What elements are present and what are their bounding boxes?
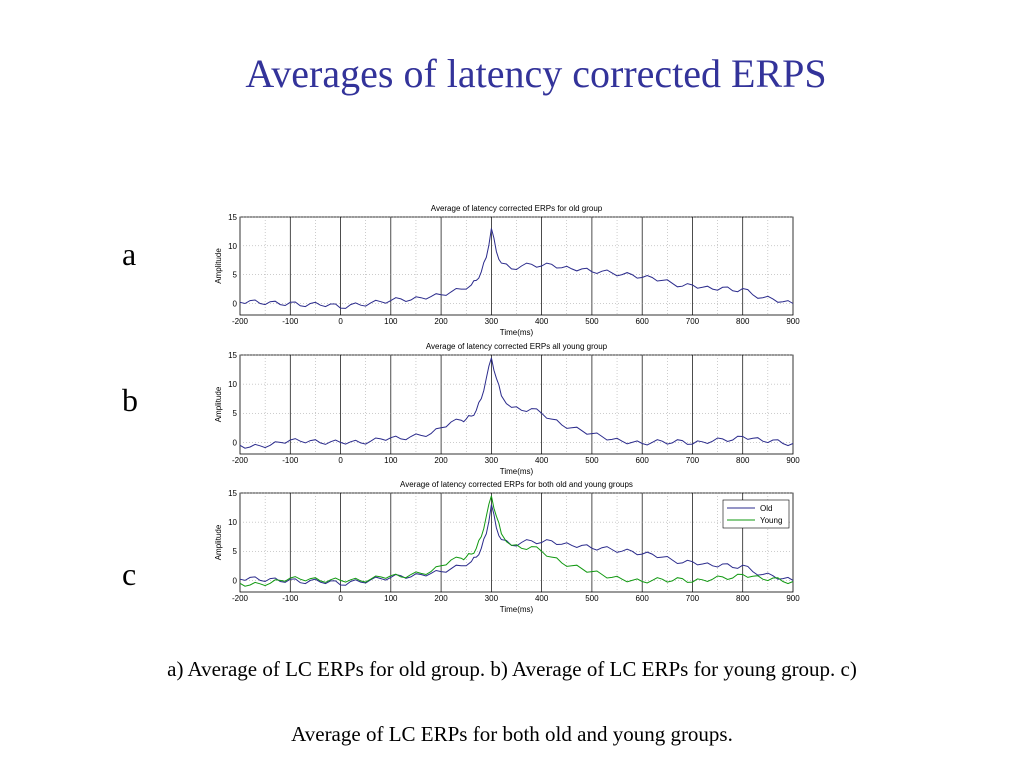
x-tick-label: 900 xyxy=(786,456,800,465)
chart-title-2: Average of latency corrected ERPs for bo… xyxy=(400,480,633,489)
y-tick-label: 5 xyxy=(233,547,238,556)
series-line-old xyxy=(239,504,794,586)
x-tick-label: 400 xyxy=(535,456,549,465)
x-tick-label: 100 xyxy=(384,317,398,326)
x-tick-label: 600 xyxy=(636,594,650,603)
y-tick-label: 0 xyxy=(233,576,238,585)
series-line-trace xyxy=(239,228,794,309)
legend-label-old: Old xyxy=(760,504,772,513)
y-axis-label: Amplitude xyxy=(214,524,223,560)
y-tick-label: 10 xyxy=(228,242,237,251)
series-line-young xyxy=(239,495,794,587)
x-tick-label: 0 xyxy=(338,594,343,603)
x-tick-label: 400 xyxy=(535,317,549,326)
plot-area xyxy=(239,492,794,593)
x-tick-label: 900 xyxy=(786,317,800,326)
x-tick-label: -200 xyxy=(232,594,249,603)
x-tick-label: 500 xyxy=(585,456,599,465)
x-tick-label: 500 xyxy=(585,317,599,326)
x-tick-label: 300 xyxy=(485,594,499,603)
legend-box xyxy=(722,499,790,529)
x-tick-label: 600 xyxy=(636,456,650,465)
panel-letter-c: c xyxy=(122,556,137,592)
x-tick-label: 100 xyxy=(384,456,398,465)
y-axis-label: Amplitude xyxy=(214,386,223,422)
x-tick-label: 700 xyxy=(686,594,700,603)
x-tick-label: 700 xyxy=(686,317,700,326)
y-tick-label: 15 xyxy=(228,351,237,360)
x-tick-label: 300 xyxy=(485,456,499,465)
x-tick-label: 700 xyxy=(686,456,700,465)
slide-title: Averages of latency corrected ERPS xyxy=(245,51,827,96)
x-tick-label: 400 xyxy=(535,594,549,603)
y-tick-label: 0 xyxy=(233,299,238,308)
panel-letter-b: b xyxy=(122,382,138,418)
panel-letter-a: a xyxy=(122,236,137,272)
y-tick-label: 10 xyxy=(228,518,237,527)
x-axis-label: Time(ms) xyxy=(500,467,534,476)
caption-line-2: Average of LC ERPs for both old and youn… xyxy=(291,722,733,746)
x-tick-label: -100 xyxy=(282,317,299,326)
x-tick-label: 900 xyxy=(786,594,800,603)
x-tick-label: 0 xyxy=(338,317,343,326)
x-tick-label: 200 xyxy=(434,456,448,465)
x-tick-label: 0 xyxy=(338,456,343,465)
x-tick-label: 200 xyxy=(434,594,448,603)
x-tick-label: -100 xyxy=(282,594,299,603)
x-tick-label: -100 xyxy=(282,456,299,465)
x-tick-label: 100 xyxy=(384,594,398,603)
y-axis-label: Amplitude xyxy=(214,248,223,284)
x-tick-label: 600 xyxy=(636,317,650,326)
x-tick-label: -200 xyxy=(232,456,249,465)
x-axis-label: Time(ms) xyxy=(500,605,534,614)
series-line-trace xyxy=(239,357,794,449)
x-tick-label: 800 xyxy=(736,456,750,465)
y-tick-label: 10 xyxy=(228,380,237,389)
x-tick-label: 200 xyxy=(434,317,448,326)
caption-line-1: a) Average of LC ERPs for old group. b) … xyxy=(167,657,857,681)
x-axis-label: Time(ms) xyxy=(500,328,534,337)
x-tick-label: 800 xyxy=(736,594,750,603)
y-tick-label: 5 xyxy=(233,409,238,418)
x-tick-label: -200 xyxy=(232,317,249,326)
plot-area xyxy=(239,354,794,455)
y-tick-label: 0 xyxy=(233,438,238,447)
legend-label-young: Young xyxy=(760,516,782,525)
x-tick-label: 800 xyxy=(736,317,750,326)
y-tick-label: 5 xyxy=(233,271,238,280)
x-tick-label: 300 xyxy=(485,317,499,326)
chart-title-1: Average of latency corrected ERPs all yo… xyxy=(426,342,608,351)
chart-title-0: Average of latency corrected ERPs for ol… xyxy=(431,204,603,213)
y-tick-label: 15 xyxy=(228,213,237,222)
x-tick-label: 500 xyxy=(585,594,599,603)
y-tick-label: 15 xyxy=(228,489,237,498)
